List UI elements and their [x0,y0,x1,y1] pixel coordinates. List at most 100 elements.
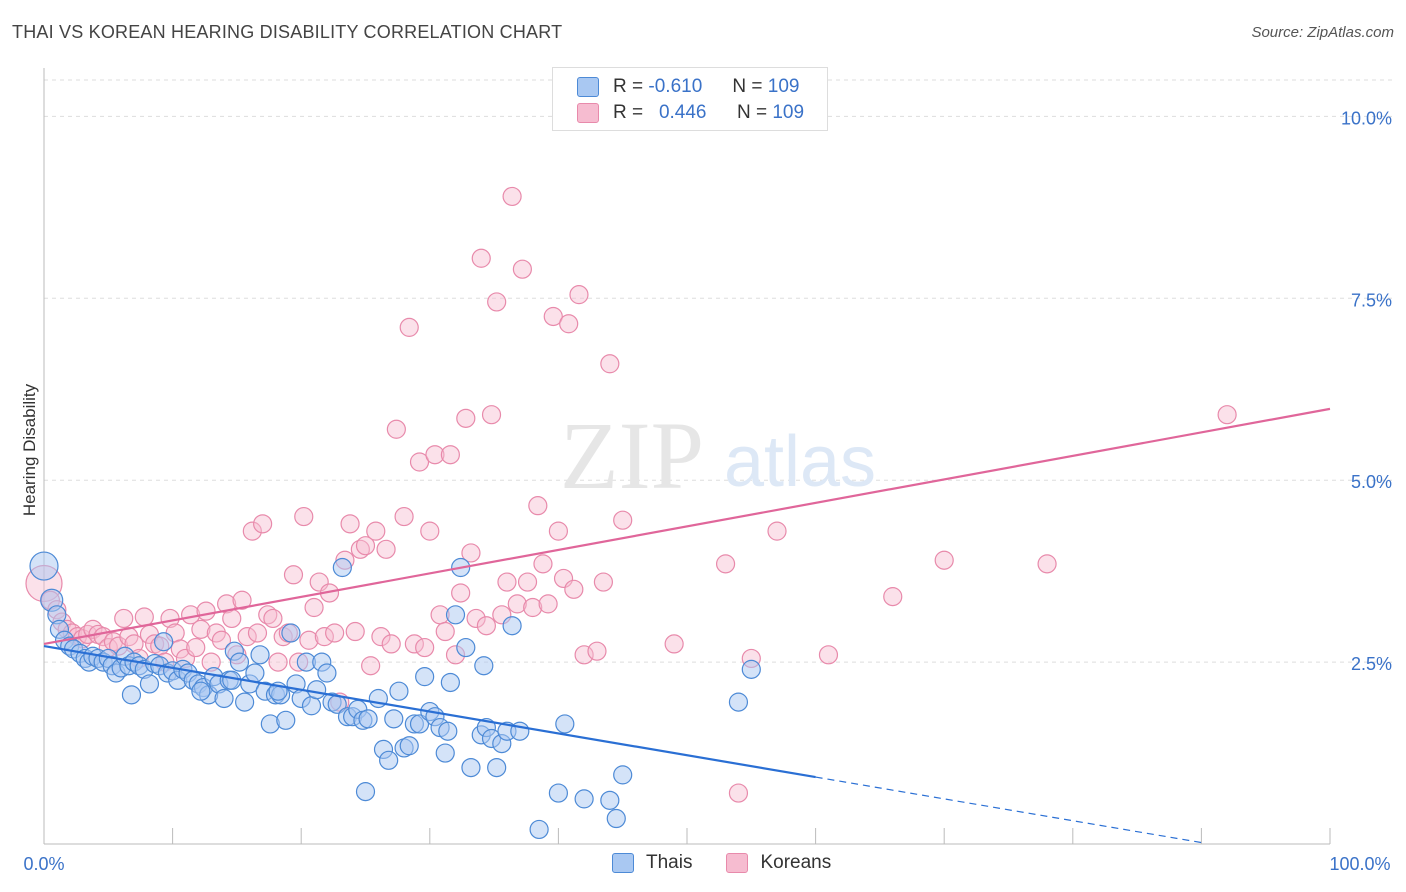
korean-point [186,637,206,658]
korean-point [548,521,569,541]
korean-point [314,627,334,647]
korean-point [404,634,424,654]
thai-point [384,709,404,729]
korean-point [456,408,476,428]
y-axis-label-wrap: Hearing Disability [18,300,42,600]
chart-title: THAI VS KOREAN HEARING DISABILITY CORREL… [12,22,563,42]
korean-point [376,539,396,559]
korean-point [440,445,460,465]
korean-point [304,597,324,618]
korean-point [728,783,749,803]
thai-point [415,667,435,687]
thai-trend-extension [815,776,1202,844]
korean-point [394,506,414,527]
legend-n-value: 109 [767,76,800,97]
korean-point [593,572,614,592]
y-tick-label: 2.5% [1351,654,1392,674]
korean-point [538,594,558,614]
y-axis-label: Hearing Disability [20,383,39,517]
thai-point [440,672,460,693]
grid-lines [44,79,1392,663]
thai-point [281,623,301,643]
korean-point [299,630,319,650]
korean-point [258,605,278,625]
korean-point [425,445,445,465]
korean-point [386,419,406,439]
thai-point [474,656,494,676]
legend-r-value: 0.446 [658,102,707,123]
thai-point [613,765,633,785]
thai-point [728,692,749,712]
watermark-zip: ZIP [560,402,704,509]
korean-point [523,597,543,618]
legend-n-label: N = [732,76,763,97]
thai-point [229,652,250,672]
legend-label-thais: Thais [646,852,693,873]
korean-point [222,608,242,629]
korean-point [268,652,288,672]
thai-point [332,557,352,578]
korean-point [294,506,314,527]
thai-point [409,714,430,734]
korean-point [767,521,787,541]
korean-point [569,285,589,305]
korean-point [664,634,684,654]
thai-point [214,688,234,709]
korean-point [481,405,502,425]
source-label: Source: ZipAtlas.com [1251,24,1394,41]
korean-point [1217,405,1237,425]
thai-point [307,680,327,700]
watermark: ZIP atlas [560,402,876,509]
legend-swatch-koreans [726,853,749,873]
korean-point [715,554,736,574]
tick-labels: 2.5% 5.0% 7.5% 10.0% 0.0% 100.0% [23,108,1392,874]
korean-point [366,521,386,541]
thai-points [29,551,761,840]
korean-point [170,639,190,659]
thai-point [445,605,466,625]
thai-point [435,743,455,763]
korean-point [420,521,440,541]
thai-point [250,645,270,665]
legend-row-thais: R = -0.610 N = 109 [577,75,799,99]
korean-point [253,514,273,534]
thai-point [139,674,160,694]
correlation-legend: R = -0.610 N = 109 R = 0.446 N = 109 [552,67,828,131]
thai-trend-line [43,645,816,779]
korean-point [361,656,381,676]
korean-point [381,634,401,654]
legend-swatch-koreans [577,103,599,123]
korean-point [211,630,232,650]
thai-point [606,808,626,829]
korean-point [340,514,360,534]
korean-point [237,627,257,647]
korean-point [451,583,471,603]
korean-point [1037,554,1057,574]
korean-point [543,306,563,327]
korean-point [355,536,376,556]
legend-r-label: R = [613,102,644,123]
thai-point [438,721,458,741]
thai-point [355,782,376,802]
korean-point [114,608,134,629]
trend-lines [43,407,1331,844]
thai-point [574,789,594,809]
korean-point [559,314,579,334]
thai-point [121,685,142,705]
thai-point [555,714,575,734]
y-tick-label: 5.0% [1351,472,1392,492]
thai-point [548,783,569,803]
x-tick-label: 100.0% [1329,854,1390,874]
legend-row-koreans: R = 0.446 N = 109 [577,101,804,125]
korean-point [528,496,548,516]
korean-point [507,594,527,614]
korean-trend-line [43,407,1331,645]
legend-swatch-thais [612,853,634,873]
thai-point [235,692,255,712]
legend-n-value: 109 [772,102,805,123]
korean-point [409,452,430,472]
thai-point [379,750,399,770]
y-tick-label: 10.0% [1341,108,1392,128]
thai-point [502,616,522,636]
